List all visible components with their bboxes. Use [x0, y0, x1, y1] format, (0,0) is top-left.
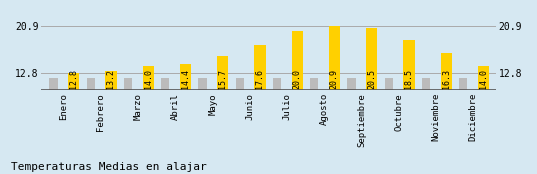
Bar — [366, 28, 378, 90]
Bar — [124, 78, 132, 90]
Bar — [478, 66, 489, 90]
Bar — [180, 64, 191, 90]
Text: 20.0: 20.0 — [293, 69, 302, 89]
Text: 20.9: 20.9 — [330, 69, 339, 89]
Bar — [105, 71, 117, 90]
Bar — [199, 78, 207, 90]
Text: 13.2: 13.2 — [106, 69, 115, 89]
Text: 12.8: 12.8 — [69, 69, 78, 89]
Bar — [310, 78, 318, 90]
Bar — [329, 26, 340, 90]
Bar — [292, 31, 303, 90]
Bar — [255, 45, 265, 90]
Text: 15.7: 15.7 — [218, 69, 227, 89]
Text: Temperaturas Medias en alajar: Temperaturas Medias en alajar — [11, 162, 207, 172]
Bar — [347, 78, 355, 90]
Bar — [86, 78, 95, 90]
Text: 14.4: 14.4 — [181, 69, 190, 89]
Bar — [49, 78, 57, 90]
Bar — [68, 73, 79, 90]
Text: 16.3: 16.3 — [441, 69, 451, 89]
Text: 17.6: 17.6 — [256, 69, 264, 89]
Text: 14.0: 14.0 — [479, 69, 488, 89]
Bar — [422, 78, 430, 90]
Bar — [403, 40, 415, 90]
Bar — [273, 78, 281, 90]
Bar — [236, 78, 244, 90]
Bar — [440, 53, 452, 90]
Text: 18.5: 18.5 — [404, 69, 413, 89]
Bar — [217, 56, 228, 90]
Bar — [459, 78, 467, 90]
Bar — [161, 78, 169, 90]
Bar — [143, 66, 154, 90]
Text: 20.5: 20.5 — [367, 69, 376, 89]
Text: 14.0: 14.0 — [144, 69, 153, 89]
Bar — [384, 78, 393, 90]
